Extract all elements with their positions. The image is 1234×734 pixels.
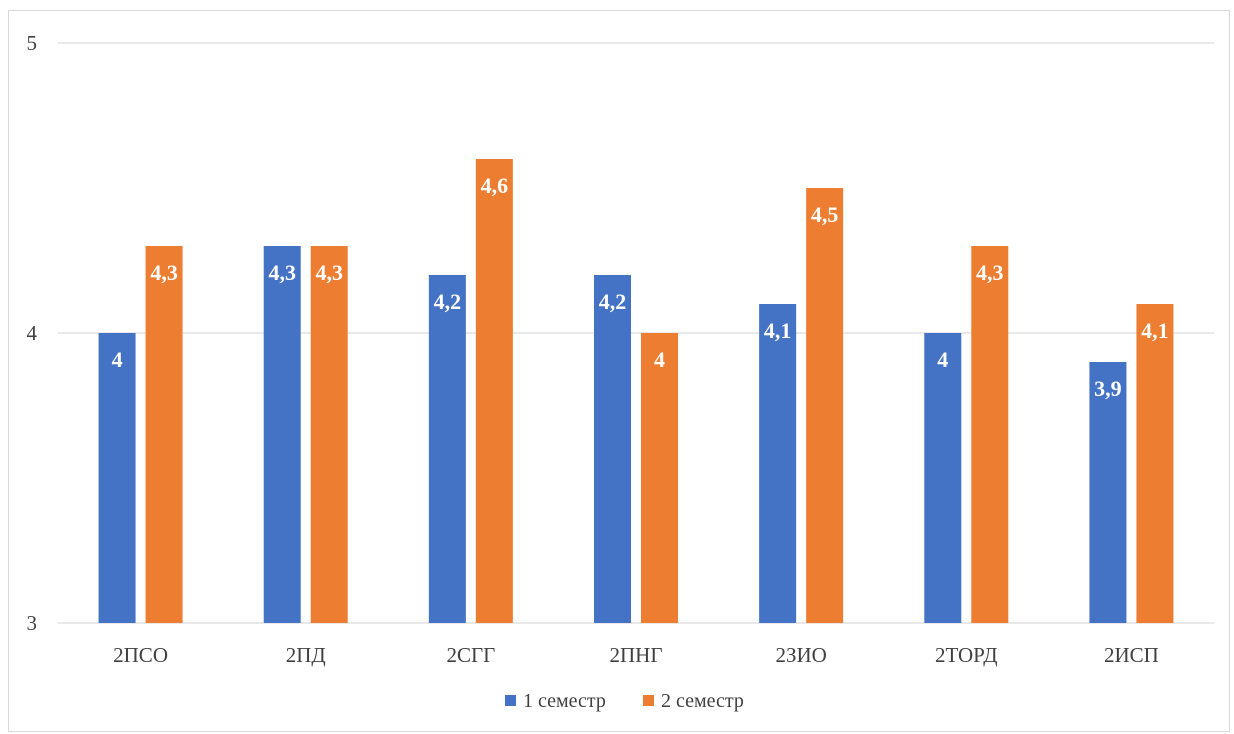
y-tick-label: 3 [27,611,38,635]
bar [641,333,678,623]
bar [1089,362,1127,623]
data-label: 3,9 [1094,376,1122,401]
bar [594,275,631,623]
x-tick-label: 2СГГ [446,643,495,667]
data-label: 4,3 [150,260,178,285]
x-axis: 2ПСО 2ПД 2СГГ 2ПНГ 2ЗИО 2ТОРД 2ИСП [113,643,1159,667]
bar [263,246,301,623]
data-label: 4 [654,347,665,372]
legend-swatch [643,695,654,706]
x-tick-label: 2ПНГ [610,643,663,667]
y-axis: 3 4 5 [27,31,38,635]
bar [310,246,348,623]
x-tick-label: 2ЗИО [775,643,826,667]
legend: 1 семестр 2 семестр [505,690,744,712]
data-label: 4,3 [268,260,296,285]
bar [1136,304,1174,623]
bar [98,333,136,623]
x-tick-label: 2ТОРД [935,643,998,667]
bar [759,304,797,623]
bar [806,188,844,623]
bar [971,246,1009,623]
gridlines [58,42,1214,624]
data-label: 4,2 [434,289,462,314]
legend-swatch [505,695,516,706]
bar [145,246,183,623]
data-label: 4,5 [811,202,839,227]
x-tick-label: 2ПД [286,643,326,667]
x-tick-label: 2ИСП [1104,643,1159,667]
y-tick-label: 5 [27,31,38,55]
bar [924,333,962,623]
legend-label: 2 семестр [661,690,744,712]
data-label: 4,3 [315,260,343,285]
x-tick-label: 2ПСО [113,643,168,667]
data-label: 4,2 [599,289,627,314]
data-label: 4 [112,347,123,372]
bar [475,159,513,623]
data-label: 4,6 [481,173,509,198]
data-label: 4 [937,347,948,372]
data-label: 4,1 [1141,318,1169,343]
data-label: 4,3 [976,260,1004,285]
data-label: 4,1 [764,318,792,343]
y-tick-label: 4 [27,321,38,345]
bar [428,275,466,623]
legend-label: 1 семестр [523,690,606,712]
bars: 4 4,3 4,3 4,3 4,2 4,6 4,2 4 4,1 4,5 4 4,3 3,9 4,1 [98,159,1174,623]
